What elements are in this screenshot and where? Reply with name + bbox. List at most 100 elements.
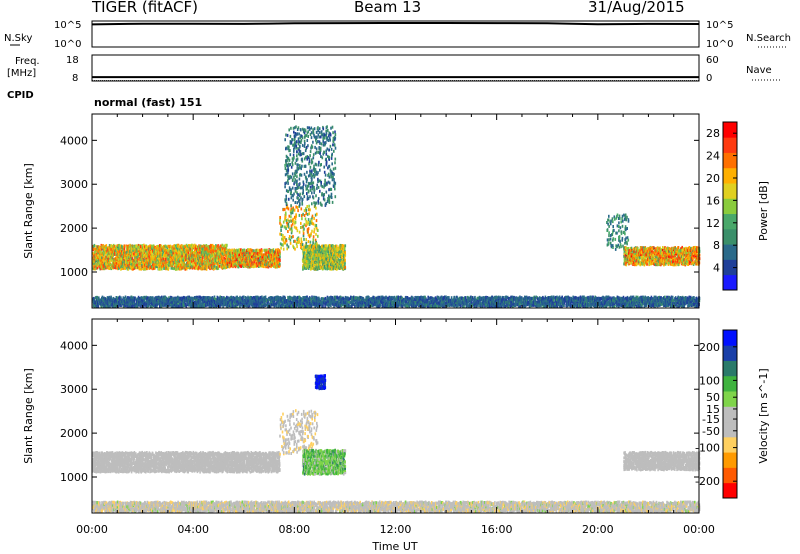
echo-cell: [111, 259, 114, 263]
echo-cell: [246, 253, 248, 257]
echo-cell: [191, 253, 193, 257]
echo-cell: [311, 219, 313, 223]
echo-cell: [289, 241, 292, 245]
echo-cell: [286, 164, 289, 168]
echo-cell: [175, 244, 177, 248]
echo-cell: [326, 147, 329, 151]
echo-cell: [279, 242, 282, 246]
echo-cell: [131, 251, 134, 255]
echo-cell: [96, 247, 99, 251]
echo-cell: [309, 188, 312, 192]
echo-cell: [309, 165, 312, 169]
echo-cell: [137, 244, 140, 248]
echo-cell: [294, 132, 297, 135]
echo-cell: [303, 214, 306, 217]
echo-cell: [302, 212, 304, 216]
echo-cell: [105, 244, 108, 248]
echo-cell: [325, 260, 327, 264]
echo-cell: [285, 219, 288, 223]
echo-cell: [661, 251, 664, 255]
echo-cell: [334, 166, 337, 170]
echo-cell: [640, 253, 642, 257]
echo-cell: [135, 245, 138, 249]
echo-cell: [306, 192, 308, 196]
echo-cell: [330, 251, 332, 255]
echo-cell: [330, 156, 333, 160]
echo-cell: [315, 170, 318, 174]
echo-cell: [271, 257, 273, 261]
echo-cell: [334, 181, 337, 185]
echo-cell: [306, 195, 309, 199]
echo-cell: [671, 247, 674, 251]
echo-cell: [326, 136, 329, 140]
echo-cell: [289, 134, 292, 138]
echo-cell: [176, 263, 178, 267]
echo-cell: [307, 227, 310, 231]
echo-cell: [292, 126, 295, 130]
echo-cell: [202, 256, 204, 260]
echo-cell: [162, 257, 165, 261]
echo-cell: [154, 266, 157, 270]
echo-cell: [626, 250, 628, 254]
echo-cell: [320, 183, 322, 187]
echo-cell: [146, 266, 149, 270]
echo-cell: [343, 267, 345, 271]
echo-cell: [120, 246, 123, 250]
echo-cell: [317, 180, 319, 184]
echo-cell: [313, 252, 316, 256]
echo-cell: [113, 246, 116, 250]
echo-cell: [109, 260, 111, 264]
echo-cell: [624, 257, 626, 260]
echo-cell: [296, 154, 298, 158]
echo-cell: [340, 247, 343, 251]
echo-cell: [297, 163, 299, 167]
echo-cell: [324, 254, 326, 258]
echo-cell: [166, 267, 169, 271]
echo-cell: [300, 167, 302, 171]
echo-cell: [245, 262, 248, 266]
echo-cell: [115, 254, 118, 258]
echo-cell: [319, 130, 321, 134]
echo-cell: [136, 255, 138, 259]
echo-cell: [312, 156, 315, 160]
echo-cell: [103, 248, 106, 252]
echo-cell: [287, 230, 289, 233]
echo-cell: [623, 250, 626, 254]
echo-cell: [314, 170, 316, 174]
echo-cell: [313, 188, 316, 192]
echo-cell: [116, 256, 119, 260]
echo-cell: [344, 253, 347, 257]
echo-cell: [226, 261, 228, 265]
echo-cell: [303, 164, 306, 168]
echo-cell: [203, 245, 206, 249]
echo-cell: [162, 247, 164, 251]
echo-cell: [325, 201, 328, 205]
echo-cell: [285, 239, 288, 243]
echo-cell: [307, 181, 310, 185]
echo-cell: [313, 216, 315, 220]
echo-cell: [333, 183, 336, 187]
echo-cell: [674, 249, 676, 253]
echo-cell: [232, 261, 234, 265]
echo-cell: [301, 243, 304, 247]
echo-cell: [677, 263, 680, 267]
echo-cell: [308, 250, 310, 254]
echo-cell: [288, 149, 290, 153]
echo-cell: [325, 251, 328, 255]
echo-cell: [314, 168, 317, 172]
echo-cell: [323, 185, 325, 189]
echo-cell: [295, 144, 297, 148]
echo-cell: [247, 263, 250, 266]
echo-cell: [315, 245, 317, 249]
echo-cell: [336, 256, 339, 260]
echo-cell: [120, 267, 122, 271]
echo-cell: [320, 261, 322, 265]
echo-cell: [123, 266, 125, 270]
echo-cell: [222, 262, 225, 266]
echo-cell: [139, 261, 142, 265]
echo-cell: [143, 243, 145, 247]
echo-cell: [310, 136, 313, 140]
echo-cell: [306, 197, 309, 201]
echo-cell: [196, 245, 198, 249]
